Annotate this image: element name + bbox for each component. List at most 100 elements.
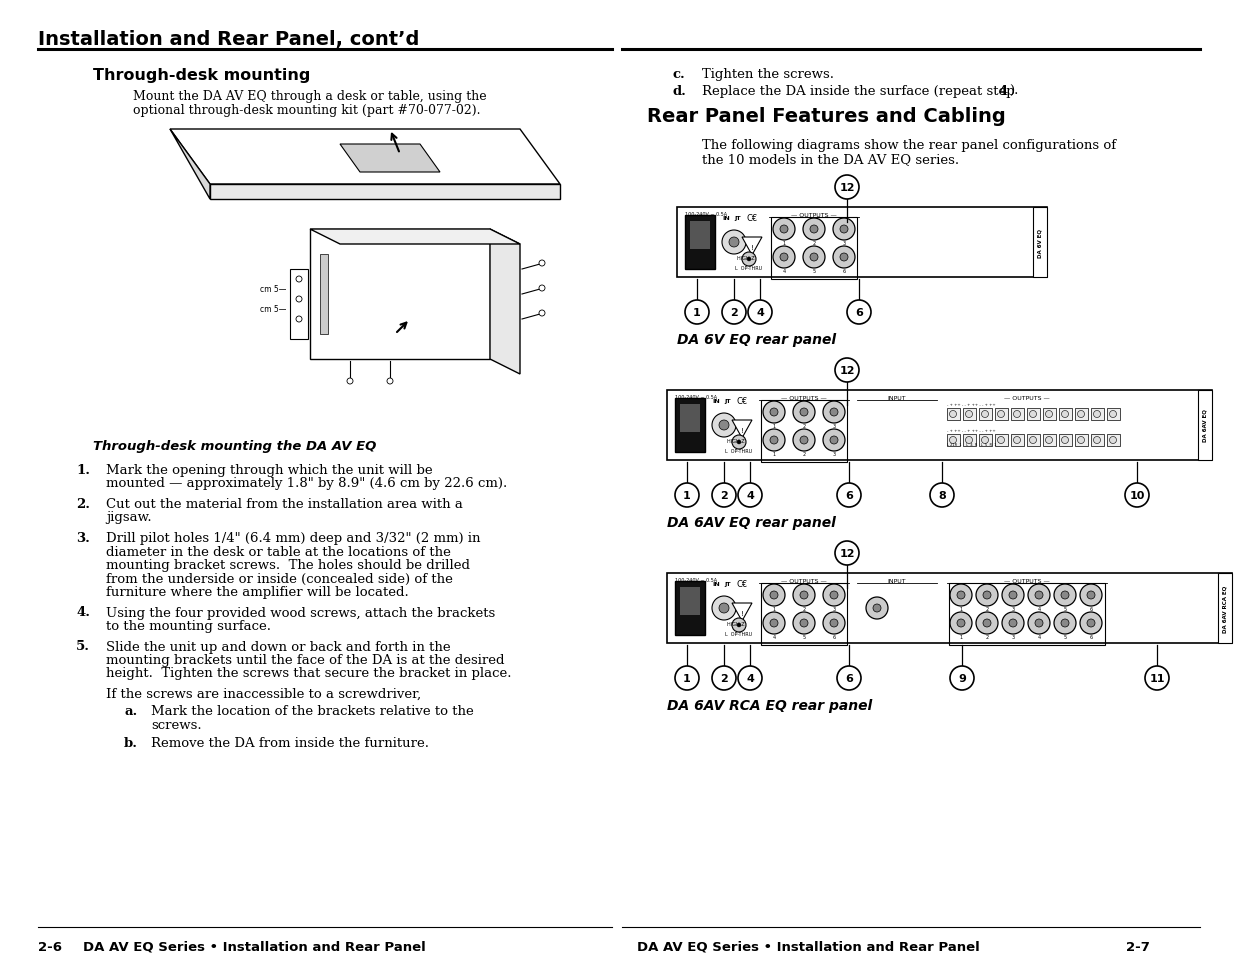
Text: 3: 3 (1011, 635, 1015, 639)
Text: JT: JT (724, 398, 730, 403)
Text: 2: 2 (803, 606, 805, 612)
Text: Rear Panel Features and Cabling: Rear Panel Features and Cabling (647, 107, 1005, 126)
Bar (667, 391, 1212, 460)
Text: HIGH Z: HIGH Z (727, 438, 745, 443)
Circle shape (722, 231, 746, 254)
Circle shape (1009, 619, 1016, 627)
Circle shape (1093, 437, 1100, 444)
Text: 3: 3 (1011, 606, 1015, 612)
Text: DA AV EQ Series • Installation and Rear Panel: DA AV EQ Series • Installation and Rear … (83, 940, 426, 953)
Polygon shape (310, 230, 490, 359)
Circle shape (950, 584, 972, 606)
Polygon shape (490, 230, 520, 375)
Circle shape (1087, 592, 1095, 599)
Circle shape (1053, 613, 1076, 635)
Text: Drill pilot holes 1/4" (6.4 mm) deep and 3/32" (2 mm) in: Drill pilot holes 1/4" (6.4 mm) deep and… (106, 532, 480, 544)
Circle shape (719, 603, 729, 614)
Text: — OUTPUTS —: — OUTPUTS — (792, 213, 837, 218)
Circle shape (810, 253, 818, 262)
Text: cm 5—: cm 5— (261, 305, 287, 314)
Circle shape (840, 226, 848, 233)
Circle shape (296, 316, 303, 323)
Bar (1058, 409, 1072, 420)
Circle shape (793, 430, 815, 452)
Circle shape (1014, 411, 1020, 418)
Text: 1: 1 (772, 423, 776, 429)
Text: 2-6: 2-6 (38, 940, 62, 953)
Circle shape (387, 378, 393, 385)
Text: 6: 6 (1089, 606, 1093, 612)
Circle shape (835, 541, 860, 565)
Bar (979, 435, 992, 447)
Circle shape (1014, 437, 1020, 444)
Text: 100-240V ~ 0.5A: 100-240V ~ 0.5A (685, 212, 727, 216)
Circle shape (966, 411, 972, 418)
Text: Slide the unit up and down or back and forth in the: Slide the unit up and down or back and f… (106, 639, 451, 653)
Circle shape (1035, 592, 1044, 599)
Text: 2: 2 (986, 635, 988, 639)
Bar (676, 398, 705, 453)
Text: DA 6AV RCA EQ: DA 6AV RCA EQ (1223, 585, 1228, 632)
Circle shape (832, 247, 855, 269)
Text: 6: 6 (855, 308, 863, 317)
Circle shape (1062, 437, 1068, 444)
Text: C€: C€ (746, 213, 757, 223)
Text: 4: 4 (1037, 635, 1041, 639)
Circle shape (538, 311, 545, 316)
Text: Mount the DA AV EQ through a desk or table, using the: Mount the DA AV EQ through a desk or tab… (133, 90, 487, 103)
Circle shape (930, 483, 953, 507)
Text: 2: 2 (730, 308, 737, 317)
Polygon shape (742, 237, 762, 255)
Circle shape (1053, 584, 1076, 606)
Bar (761, 400, 847, 462)
Text: If the screws are inaccessible to a screwdriver,: If the screws are inaccessible to a scre… (106, 687, 421, 700)
Text: 4: 4 (783, 269, 785, 274)
Text: Using the four provided wood screws, attach the brackets: Using the four provided wood screws, att… (106, 606, 495, 618)
Circle shape (976, 613, 998, 635)
Circle shape (983, 592, 990, 599)
Circle shape (1061, 619, 1070, 627)
Circle shape (1002, 613, 1024, 635)
Text: - + ++ - - + ++ - - + ++: - + ++ - - + ++ - - + ++ (947, 402, 995, 407)
Circle shape (966, 437, 972, 444)
Text: !: ! (751, 245, 753, 251)
Circle shape (982, 411, 988, 418)
Circle shape (823, 584, 845, 606)
Text: IN: IN (713, 398, 720, 403)
Circle shape (748, 301, 772, 325)
Circle shape (982, 437, 988, 444)
Circle shape (729, 237, 739, 248)
Bar (680, 405, 700, 418)
Circle shape (1028, 613, 1050, 635)
Text: 1: 1 (683, 491, 690, 500)
Circle shape (957, 619, 965, 627)
Text: 6: 6 (842, 269, 846, 274)
Circle shape (1009, 592, 1016, 599)
Text: ).: ). (1009, 85, 1019, 98)
Text: 6: 6 (845, 673, 853, 683)
Circle shape (1109, 411, 1116, 418)
Circle shape (1030, 437, 1036, 444)
Circle shape (800, 409, 808, 416)
Circle shape (1079, 613, 1102, 635)
Circle shape (1093, 411, 1100, 418)
Text: — OUTPUTS —: — OUTPUTS — (1004, 578, 1050, 583)
Circle shape (737, 440, 741, 444)
Circle shape (1145, 666, 1170, 690)
Text: height.  Tighten the screws that secure the bracket in place.: height. Tighten the screws that secure t… (106, 667, 511, 679)
Text: mounting bracket screws.  The holes should be drilled: mounting bracket screws. The holes shoul… (106, 558, 471, 572)
Circle shape (840, 253, 848, 262)
Circle shape (830, 436, 839, 444)
Circle shape (800, 436, 808, 444)
Circle shape (676, 666, 699, 690)
Circle shape (1046, 437, 1052, 444)
Bar (680, 587, 700, 601)
Bar (690, 222, 710, 235)
Circle shape (1030, 411, 1036, 418)
Text: to the mounting surface.: to the mounting surface. (106, 619, 270, 633)
Circle shape (823, 430, 845, 452)
Text: L  OP-THRU: L OP-THRU (725, 631, 752, 637)
Text: 3: 3 (842, 241, 846, 246)
Circle shape (1046, 411, 1052, 418)
Text: JT: JT (724, 581, 730, 586)
